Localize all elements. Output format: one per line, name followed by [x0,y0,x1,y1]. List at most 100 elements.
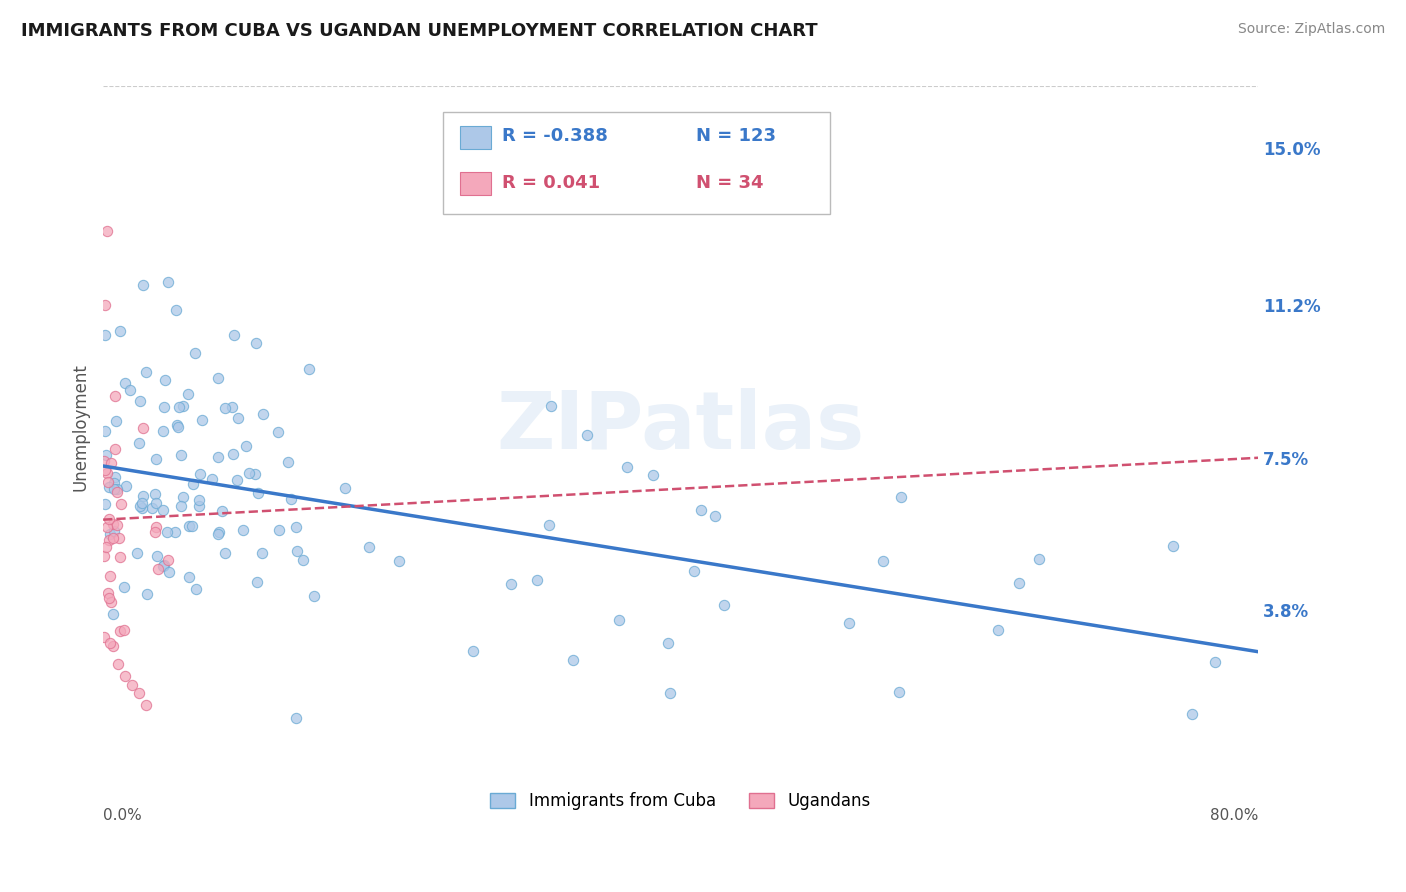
Point [607,613,630,627]
Point [93,328,115,343]
Point [107,657,129,672]
Point [156,524,179,539]
Point [132,420,155,434]
Point [98,636,121,650]
Point [128,686,150,700]
Point [245,575,267,590]
Point [112,580,135,594]
Point [184,346,207,360]
Point [135,365,157,379]
Point [641,467,664,482]
Point [153,400,176,414]
Point [180,519,202,533]
Point [359,540,381,554]
Point [114,376,136,391]
Point [153,558,176,572]
Text: 0.0%: 0.0% [103,808,142,823]
Point [94,463,117,477]
Point [232,523,254,537]
Point [285,520,308,534]
Point [157,276,180,290]
Point [284,711,307,725]
Point [246,486,269,500]
Point [96,475,118,489]
Point [143,524,166,539]
Point [157,565,180,579]
Point [690,502,713,516]
Point [131,501,153,516]
Point [170,500,193,514]
Point [105,482,128,496]
Point [252,407,274,421]
Point [207,450,229,465]
Point [165,303,187,318]
Point [245,336,267,351]
Point [576,428,599,442]
Point [222,446,245,460]
Point [146,562,169,576]
Point [132,278,155,293]
Point [101,607,124,622]
Point [1204,655,1226,669]
Point [104,470,127,484]
Point [501,577,523,591]
Text: IMMIGRANTS FROM CUBA VS UGANDAN UNEMPLOYMENT CORRELATION CHART: IMMIGRANTS FROM CUBA VS UGANDAN UNEMPLOY… [21,22,818,40]
Point [104,389,127,403]
Point [152,424,174,438]
Point [987,624,1010,638]
Point [135,698,157,713]
Point [131,496,153,510]
Point [115,479,138,493]
Point [170,448,193,462]
Point [183,477,205,491]
Point [93,497,115,511]
Text: Source: ZipAtlas.com: Source: ZipAtlas.com [1237,22,1385,37]
Point [226,411,249,425]
Point [112,623,135,637]
Point [291,552,314,566]
Point [285,544,308,558]
Text: 80.0%: 80.0% [1209,808,1258,823]
Point [110,324,132,338]
Point [562,653,585,667]
Point [93,549,115,564]
Point [96,520,118,534]
Point [98,591,121,605]
Point [156,553,179,567]
Point [135,586,157,600]
Point [280,492,302,507]
Point [226,473,249,487]
Point [304,589,326,603]
Point [108,531,131,545]
Point [245,467,267,481]
Legend: Immigrants from Cuba, Ugandans: Immigrants from Cuba, Ugandans [491,792,870,810]
Point [93,454,115,468]
Point [890,490,912,504]
Point [221,400,243,414]
Point [298,362,321,376]
Point [238,466,260,480]
Point [110,497,132,511]
Point [167,400,190,414]
Point [659,686,682,700]
Point [97,585,120,599]
Point [98,511,121,525]
Point [1181,707,1204,722]
Point [96,224,118,238]
Point [211,504,233,518]
Text: ZIPatlas: ZIPatlas [496,388,865,466]
Point [186,582,208,597]
Point [125,546,148,560]
Point [201,472,224,486]
Point [93,424,115,438]
Point [177,569,200,583]
Point [128,499,150,513]
Point [110,550,132,565]
Point [163,524,186,539]
Point [713,598,735,612]
Point [121,678,143,692]
Point [190,413,212,427]
Point [250,546,273,560]
Point [97,480,120,494]
Point [616,460,638,475]
